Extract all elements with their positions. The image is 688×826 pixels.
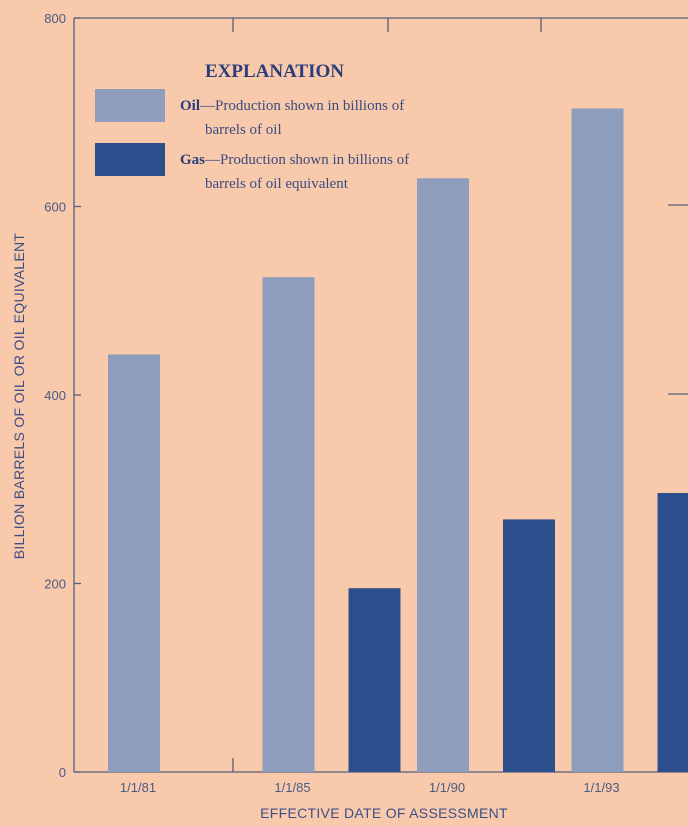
legend-title: EXPLANATION [205, 61, 344, 82]
x-tick-label: 1/1/85 [274, 780, 310, 795]
legend-desc-oil-line2: barrels of oil [205, 122, 282, 138]
legend-desc-gas-line2: barrels of oil equivalent [205, 176, 349, 192]
legend-name-gas: Gas [180, 152, 205, 168]
y-ticks: 0 200 400 600 800 [44, 11, 81, 780]
x-tick-label: 1/1/81 [120, 780, 156, 795]
legend-desc-oil: —Production shown in billions of [199, 98, 404, 114]
bar-gas [348, 588, 401, 772]
bars [108, 108, 688, 773]
y-tick-label: 400 [44, 388, 66, 403]
bar-oil [417, 178, 469, 773]
y-axis-title: BILLION BARRELS OF OIL OR OIL EQUIVALENT [11, 233, 27, 560]
y-tick-label: 200 [44, 577, 66, 592]
y-tick-label: 0 [59, 765, 66, 780]
bar-oil [571, 108, 624, 773]
bar-gas [657, 493, 688, 772]
legend-name-oil: Oil [180, 98, 200, 114]
legend-swatch-oil [95, 89, 165, 122]
legend-entry-gas: Gas—Production shown in billions of [180, 152, 409, 168]
bar-oil [108, 354, 160, 772]
legend-swatch-gas [95, 143, 165, 176]
y-tick-label: 600 [44, 200, 66, 215]
bar-oil [262, 277, 315, 772]
x-tick-label: 1/1/90 [429, 780, 465, 795]
legend: EXPLANATION Oil—Production shown in bill… [95, 61, 409, 192]
bar-gas [503, 519, 555, 772]
x-axis-title: EFFECTIVE DATE OF ASSESSMENT [260, 805, 508, 821]
legend-entry-oil: Oil—Production shown in billions of [180, 98, 404, 114]
legend-desc-gas: —Production shown in billions of [204, 152, 409, 168]
y-tick-label: 800 [44, 11, 66, 26]
x-tick-label: 1/1/93 [583, 780, 619, 795]
x-tick-labels: 1/1/81 1/1/85 1/1/90 1/1/93 [120, 780, 620, 795]
